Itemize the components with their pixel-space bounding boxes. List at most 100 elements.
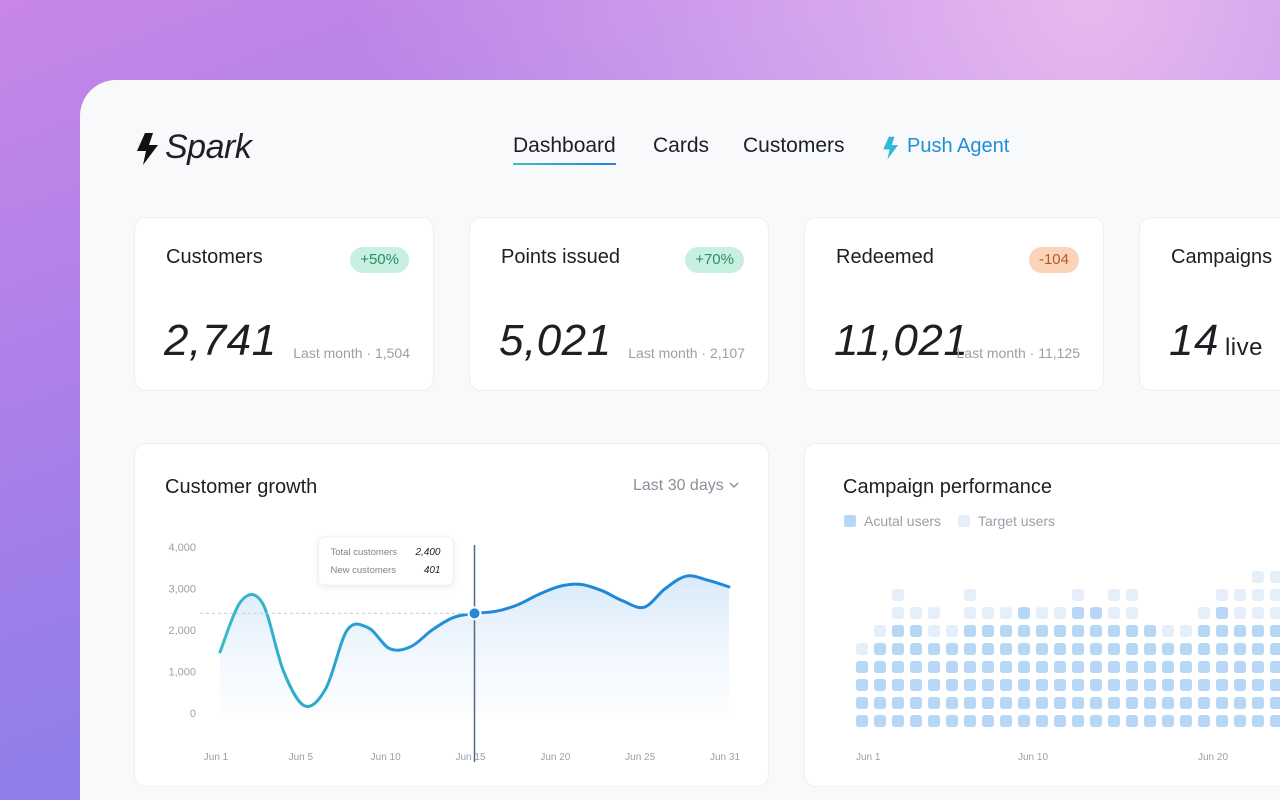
dot bbox=[874, 697, 886, 709]
dot bbox=[892, 607, 904, 619]
dot bbox=[1252, 679, 1264, 691]
dot bbox=[892, 643, 904, 655]
dot bbox=[910, 697, 922, 709]
dot bbox=[1234, 661, 1246, 673]
dot-column bbox=[1216, 607, 1228, 727]
dot-column bbox=[1252, 625, 1264, 727]
dot bbox=[1108, 661, 1120, 673]
dot-column bbox=[910, 625, 922, 727]
dot bbox=[1108, 679, 1120, 691]
dot bbox=[1198, 679, 1210, 691]
tooltip-value: 401 bbox=[424, 565, 441, 576]
dot bbox=[1072, 661, 1084, 673]
highlight-point bbox=[467, 606, 482, 621]
push-agent[interactable]: Push Agent bbox=[907, 135, 1010, 157]
dot bbox=[1252, 607, 1264, 619]
x-tick-label: Jun 5 bbox=[289, 752, 314, 763]
dot bbox=[1036, 643, 1048, 655]
dot bbox=[928, 679, 940, 691]
dot bbox=[1108, 607, 1120, 619]
dot bbox=[1144, 679, 1156, 691]
agent-icon bbox=[883, 136, 899, 160]
legend-swatch bbox=[958, 515, 970, 527]
dot bbox=[1000, 607, 1012, 619]
dot bbox=[1234, 625, 1246, 637]
dot-column bbox=[1162, 643, 1174, 727]
active-underline bbox=[513, 163, 616, 165]
nav-item[interactable]: Dashboard bbox=[513, 134, 616, 157]
dot-column bbox=[1180, 625, 1192, 727]
x-tick-label: Jun 15 bbox=[455, 752, 485, 763]
dot bbox=[1126, 697, 1138, 709]
stat-value: 5,021 bbox=[499, 316, 612, 365]
dot bbox=[1252, 697, 1264, 709]
dot bbox=[1234, 697, 1246, 709]
stat-value: 11,021 bbox=[834, 316, 969, 365]
dot bbox=[1090, 661, 1102, 673]
dot bbox=[982, 643, 994, 655]
dot bbox=[856, 643, 868, 655]
dot bbox=[1108, 715, 1120, 727]
dot bbox=[1018, 697, 1030, 709]
dot bbox=[892, 697, 904, 709]
dot bbox=[1180, 697, 1192, 709]
dot-column bbox=[1090, 607, 1102, 727]
legend-label: Target users bbox=[978, 513, 1055, 529]
nav-item[interactable]: Cards bbox=[653, 134, 710, 157]
dot bbox=[1054, 715, 1066, 727]
dot bbox=[1126, 643, 1138, 655]
dot bbox=[1216, 679, 1228, 691]
dot-column bbox=[1108, 625, 1120, 727]
stat-note: Last month · 11,125 bbox=[956, 345, 1080, 361]
dot bbox=[1270, 679, 1280, 691]
dot bbox=[1198, 607, 1210, 619]
x-tick-label: Jun 1 bbox=[856, 752, 881, 763]
dot bbox=[946, 625, 958, 637]
dot bbox=[1108, 625, 1120, 637]
dot bbox=[1054, 661, 1066, 673]
dot bbox=[1162, 715, 1174, 727]
dot bbox=[964, 607, 976, 619]
dot bbox=[1036, 715, 1048, 727]
dot bbox=[910, 661, 922, 673]
stat-badge: -104 bbox=[1028, 247, 1079, 273]
dot bbox=[1054, 625, 1066, 637]
dot bbox=[928, 697, 940, 709]
dot bbox=[1162, 625, 1174, 637]
dot bbox=[1252, 661, 1264, 673]
stat-note: Last month · 2,107 bbox=[628, 345, 745, 361]
dot bbox=[1270, 697, 1280, 709]
chart-title: Campaign performance bbox=[843, 476, 1052, 498]
range-select[interactable]: Last 30 days bbox=[633, 477, 740, 495]
dot-column bbox=[1054, 625, 1066, 727]
dot bbox=[1018, 661, 1030, 673]
dot bbox=[856, 661, 868, 673]
stat-card: Customers +50% 2,741 Last month · 1,504 bbox=[134, 217, 434, 391]
dot bbox=[1018, 715, 1030, 727]
dot bbox=[1234, 715, 1246, 727]
dot-column bbox=[982, 625, 994, 727]
dot bbox=[1180, 679, 1192, 691]
dot-column bbox=[892, 625, 904, 727]
dot bbox=[892, 715, 904, 727]
dot bbox=[1108, 643, 1120, 655]
dot bbox=[1270, 571, 1280, 583]
dot bbox=[928, 643, 940, 655]
dot bbox=[982, 715, 994, 727]
nav-item[interactable]: Customers bbox=[743, 134, 845, 157]
stat-card: Points issued +70% 5,021 Last month · 2,107 bbox=[469, 217, 769, 391]
dot bbox=[1216, 661, 1228, 673]
dot bbox=[1234, 643, 1246, 655]
dot bbox=[1198, 625, 1210, 637]
dot bbox=[1270, 661, 1280, 673]
x-tick-label: Jun 25 bbox=[625, 752, 655, 763]
dot bbox=[856, 679, 868, 691]
dot bbox=[1000, 697, 1012, 709]
dot bbox=[1036, 625, 1048, 637]
dot bbox=[1180, 643, 1192, 655]
dot bbox=[1252, 715, 1264, 727]
dot bbox=[1000, 715, 1012, 727]
x-tick-label: Jun 31 bbox=[710, 752, 740, 763]
dot bbox=[892, 661, 904, 673]
dot bbox=[1126, 679, 1138, 691]
